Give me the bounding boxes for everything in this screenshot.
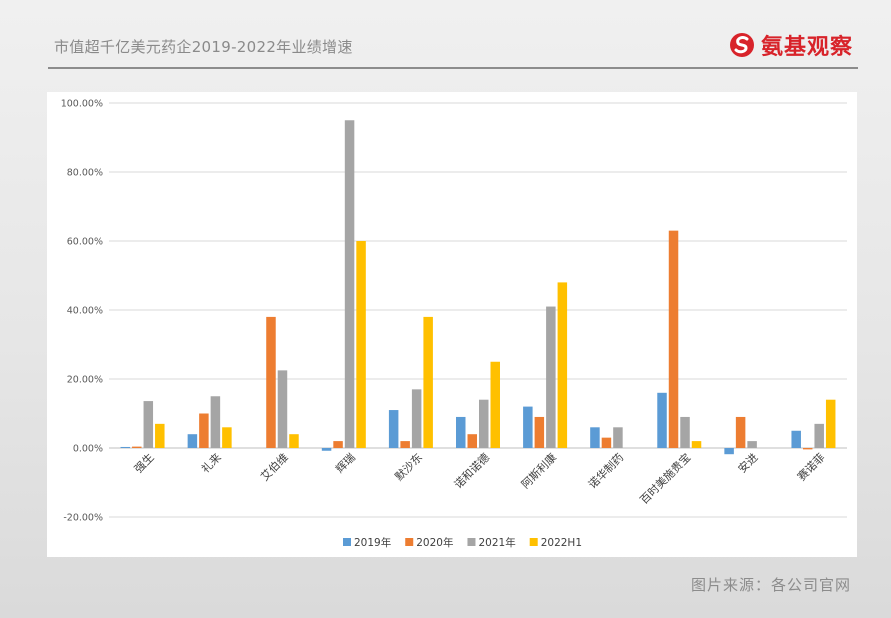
bar-阿斯利康-2019年 — [523, 406, 533, 448]
y-tick-label: 40.00% — [67, 306, 103, 317]
bar-安进-2021年 — [747, 441, 757, 448]
bar-强生-2020年 — [132, 446, 142, 448]
bar-辉瑞-2019年 — [321, 448, 332, 451]
bar-诺和诺德-2020年 — [467, 434, 477, 448]
brand-name: 氨基观察 — [760, 34, 853, 60]
bar-阿斯利康-2022H1 — [557, 282, 568, 448]
bar-辉瑞-2020年 — [333, 441, 343, 448]
bar-诺和诺德-2022H1 — [490, 361, 500, 448]
legend-swatch — [467, 538, 476, 546]
legend-label: 2021年 — [478, 536, 515, 549]
x-tick-label: 礼来 — [198, 450, 223, 475]
bar-赛诺菲-2020年 — [802, 448, 813, 450]
bar-诺和诺德-2019年 — [456, 416, 466, 448]
x-tick-label: 阿斯利康 — [518, 450, 559, 491]
bar-默沙东-2020年 — [400, 441, 410, 448]
x-tick-label: 赛诺菲 — [794, 450, 827, 483]
bar-chart: -20.00% 0.00% 20.00% 40.00% 60.00% 80.00% 100.… — [61, 99, 847, 549]
brand-s-icon — [729, 33, 754, 57]
bar-强生-2021年 — [143, 401, 154, 448]
bar-默沙东-2022H1 — [423, 316, 433, 448]
bars — [120, 120, 836, 455]
y-tick-label: 20.00% — [67, 375, 103, 386]
brand-logo: 氨基观察 — [729, 28, 853, 62]
bar-阿斯利康-2021年 — [546, 306, 556, 448]
legend-label: 2020年 — [416, 536, 453, 549]
bar-百时美施贵宝-2019年 — [657, 392, 667, 448]
bar-诺华制药-2019年 — [590, 427, 600, 448]
x-tick-label: 艾伯维 — [258, 450, 291, 483]
x-axis-labels: 强生 礼来 艾伯维 辉瑞 默沙东 诺和诺德 阿斯利康 诺华制药 百时美施贵宝 安进 赛诺菲 — [131, 450, 827, 507]
bar-辉瑞-2022H1 — [356, 241, 366, 448]
bar-阿斯利康-2020年 — [534, 416, 545, 448]
y-tick-label: 0.00% — [73, 444, 103, 455]
legend-swatch — [529, 538, 538, 546]
y-tick-label: 100.00% — [61, 99, 103, 110]
bar-强生-2019年 — [120, 446, 131, 448]
x-tick-label: 诺华制药 — [585, 450, 626, 491]
bar-礼来-2021年 — [210, 396, 221, 448]
grid-lines — [109, 102, 847, 518]
source-note: 图片来源：各公司官网 — [690, 576, 851, 594]
bar-百时美施贵宝-2020年 — [668, 230, 679, 448]
legend-swatch — [405, 538, 414, 546]
bar-诺华制药-2020年 — [601, 437, 612, 448]
x-tick-label: 默沙东 — [393, 451, 426, 484]
x-tick-label: 辉瑞 — [332, 450, 357, 475]
bar-诺和诺德-2021年 — [479, 399, 489, 448]
chart-panel: -20.00% 0.00% 20.00% 40.00% 60.00% 80.00% 100.… — [47, 92, 857, 557]
bar-百时美施贵宝-2022H1 — [691, 441, 702, 448]
title-divider — [48, 67, 858, 69]
legend: 2019年 2020年 2021年 2022H1 — [343, 536, 582, 549]
x-tick-label: 强生 — [131, 450, 156, 475]
bar-赛诺菲-2021年 — [814, 423, 824, 448]
bar-诺华制药-2021年 — [613, 427, 623, 448]
y-tick-label: 80.00% — [67, 168, 103, 179]
x-tick-label: 百时美施贵宝 — [637, 450, 694, 507]
bar-安进-2020年 — [735, 416, 746, 448]
page-title: 市值超千亿美元药企2019-2022年业绩增速 — [54, 38, 353, 56]
legend-swatch — [343, 538, 351, 546]
bar-辉瑞-2021年 — [344, 120, 355, 448]
bar-赛诺菲-2022H1 — [825, 399, 836, 448]
bar-强生-2022H1 — [155, 423, 165, 448]
bar-百时美施贵宝-2021年 — [680, 416, 690, 448]
bar-赛诺菲-2019年 — [791, 430, 801, 448]
bar-礼来-2020年 — [199, 413, 209, 448]
bar-艾伯维-2022H1 — [289, 434, 299, 448]
bar-安进-2019年 — [724, 448, 734, 455]
x-tick-label: 诺和诺德 — [451, 450, 492, 491]
legend-label: 2022H1 — [541, 537, 582, 549]
bar-艾伯维-2021年 — [277, 370, 288, 448]
y-tick-label: 60.00% — [67, 237, 103, 248]
x-tick-label: 安进 — [735, 450, 760, 475]
legend-label: 2019年 — [354, 536, 391, 549]
bar-默沙东-2019年 — [388, 410, 399, 448]
bar-礼来-2022H1 — [222, 427, 232, 448]
y-tick-label: -20.00% — [63, 513, 103, 524]
y-axis-ticks: -20.00% 0.00% 20.00% 40.00% 60.00% 80.00% 100.… — [61, 99, 103, 524]
bar-艾伯维-2020年 — [266, 316, 276, 448]
bar-礼来-2019年 — [187, 434, 198, 448]
bar-默沙东-2021年 — [411, 389, 422, 448]
